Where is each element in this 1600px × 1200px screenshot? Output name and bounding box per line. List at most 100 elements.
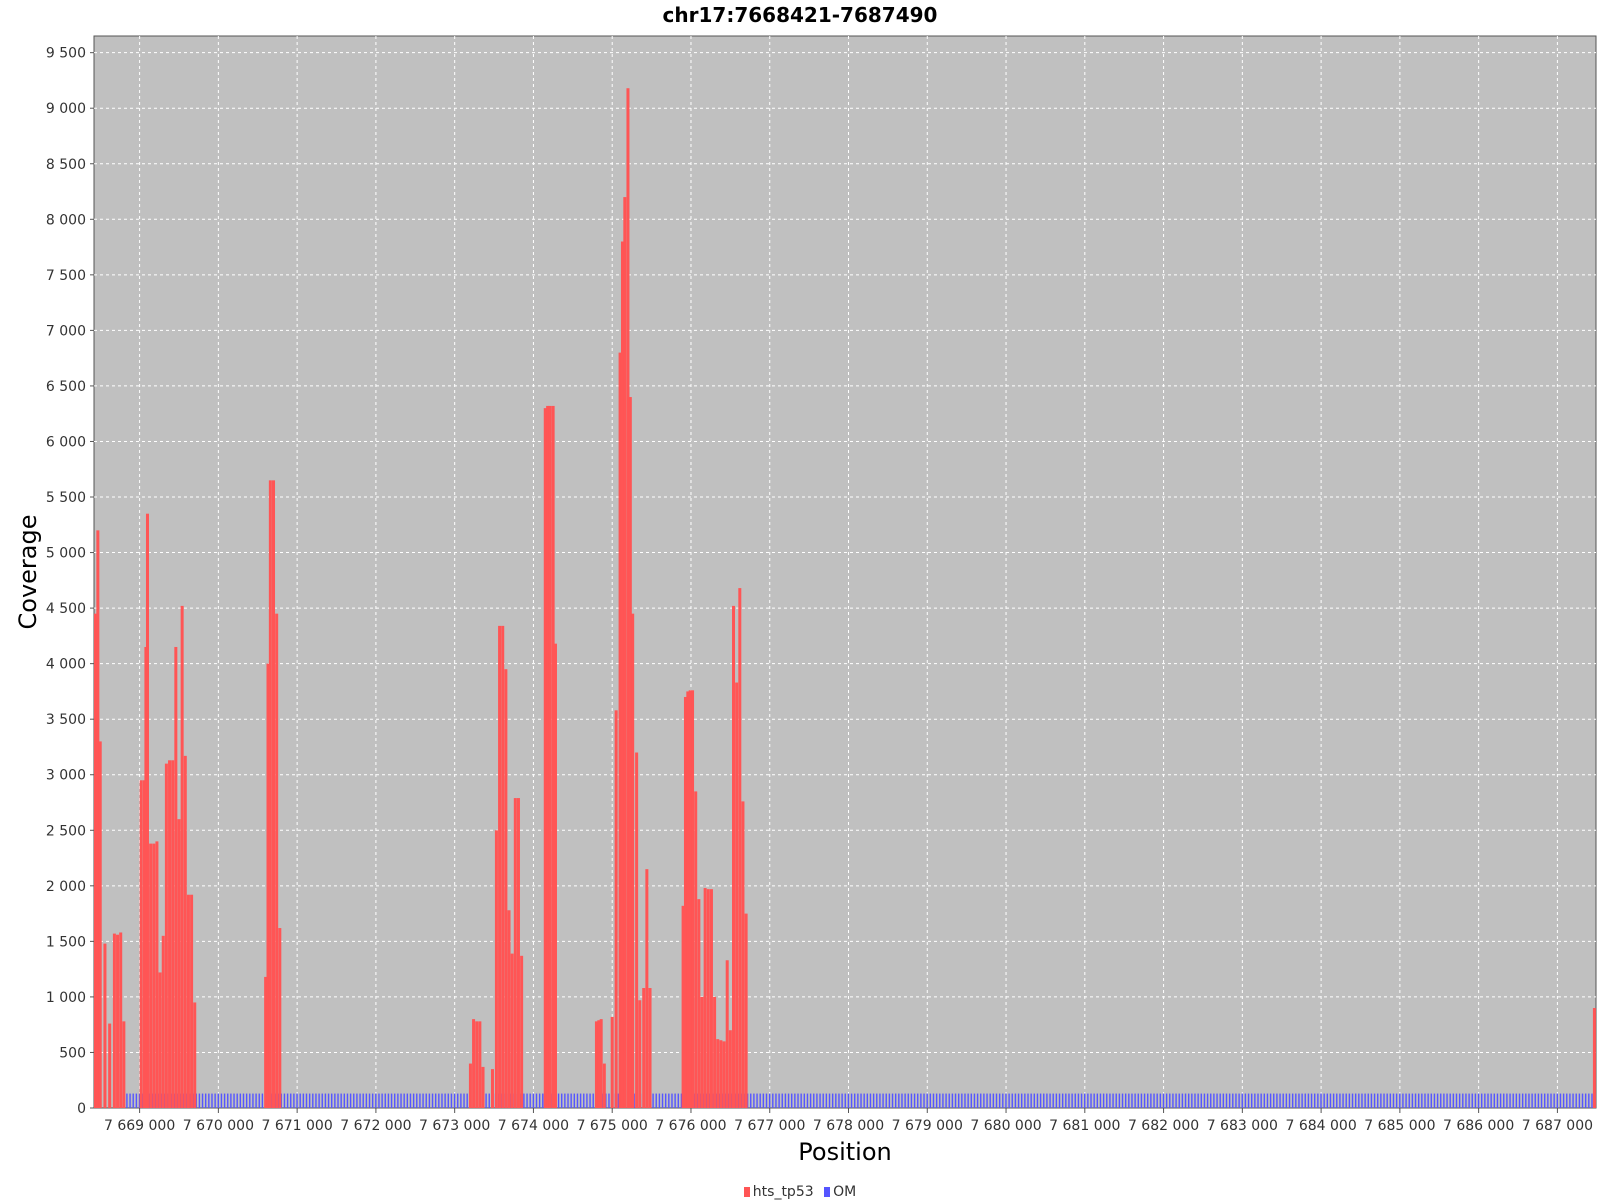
om-bar [1506,1093,1508,1108]
om-bar [753,1093,755,1108]
om-bar [879,1093,881,1108]
om-bar [1386,1093,1388,1108]
om-bar [1213,1093,1215,1108]
om-bar [772,1093,774,1108]
hts-tp53-bar [599,1019,603,1108]
hts-tp53-bar [709,889,713,1108]
hts-tp53-bar [697,899,701,1108]
om-bar [854,1093,856,1108]
om-bar [1556,1093,1559,1108]
x-tick-label: 7 683 000 [1207,1118,1278,1134]
om-bar [1329,1093,1332,1108]
hts-tp53-bar [268,480,272,1109]
legend-label-hts-tp53: hts_tp53 [752,1184,814,1200]
x-tick-label: 7 685 000 [1364,1118,1435,1134]
om-bar [324,1093,327,1108]
om-bar [1354,1093,1357,1108]
hts-tp53-bar [686,691,690,1108]
om-bar [1043,1093,1045,1108]
x-tick-label: 7 671 000 [262,1118,333,1134]
om-bar [252,1093,254,1108]
legend-label-om: OM [833,1184,857,1200]
om-bar [1493,1093,1496,1108]
om-bar [1210,1093,1212,1108]
om-bar [450,1093,453,1108]
om-bar [227,1093,229,1108]
om-bar [1200,1093,1202,1108]
om-bar [1291,1093,1294,1108]
hts-tp53-bar [149,843,153,1108]
om-bar [1370,1093,1373,1108]
om-bar [1525,1093,1527,1108]
hts-tp53-bar [98,741,102,1108]
om-bar [762,1093,765,1108]
om-bar [1228,1093,1231,1108]
hts-tp53-bar [96,530,100,1108]
om-bar [655,1093,657,1108]
om-bar [1411,1093,1414,1108]
om-bar [1118,1093,1121,1108]
om-bar [841,1093,843,1108]
x-tick-label: 7 673 000 [419,1118,490,1134]
om-bar [847,1093,850,1108]
om-bar [1124,1093,1127,1108]
om-bar [359,1093,361,1108]
om-bar [671,1093,673,1108]
hts-tp53-bar [180,605,184,1108]
y-tick-label: 2 500 [46,823,86,839]
om-bar [970,1093,972,1108]
om-bar [885,1093,887,1108]
om-bar [664,1093,667,1108]
x-tick-label: 7 682 000 [1128,1118,1199,1134]
om-bar [331,1093,333,1108]
om-bar [998,1093,1001,1108]
om-bar [1260,1093,1262,1108]
om-bar [1326,1093,1329,1108]
hts-tp53-bar [158,972,162,1108]
om-bar [1405,1093,1407,1108]
om-bar [1172,1093,1174,1108]
x-tick-label: 7 672 000 [340,1118,411,1134]
om-bar [967,1093,969,1108]
x-tick-label: 7 687 000 [1522,1118,1593,1134]
om-bar [1263,1093,1266,1108]
om-bar [835,1093,837,1108]
om-bar [617,1093,620,1108]
y-tick-label: 3 500 [46,712,86,728]
om-bar [214,1093,216,1108]
om-bar [1027,1093,1029,1108]
x-tick-label: 7 675 000 [577,1118,648,1134]
om-bar [567,1093,569,1108]
om-bar [888,1093,891,1108]
om-bar [1484,1093,1486,1108]
x-tick-label: 7 686 000 [1443,1118,1514,1134]
om-bar [1518,1093,1521,1108]
hts-tp53-bar [594,1021,598,1108]
om-bar [1090,1093,1092,1108]
hts-tp53-bar [623,197,627,1109]
om-bar [564,1093,566,1108]
hts-tp53-bar [691,690,695,1108]
om-bar [312,1093,314,1108]
om-bar [1578,1093,1581,1108]
om-bar [964,1093,966,1108]
x-tick-label: 7 681 000 [1049,1118,1120,1134]
om-bar [1528,1093,1530,1108]
om-bar [1055,1093,1058,1108]
hts-series-layer [93,88,1596,1109]
hts-tp53-bar [553,643,557,1108]
om-bar [406,1093,409,1108]
om-bar [542,1093,544,1108]
hts-tp53-bar [481,1066,485,1108]
om-bar [428,1093,431,1108]
om-bar [939,1093,941,1108]
om-bar [378,1093,380,1108]
om-bar [1569,1093,1571,1108]
om-bar [346,1093,349,1108]
om-bar [1553,1093,1555,1108]
om-bar [658,1093,661,1108]
om-bar [529,1093,531,1108]
om-bar [434,1093,437,1108]
om-bar [1191,1093,1193,1108]
y-tick-label: 1 500 [46,934,86,950]
